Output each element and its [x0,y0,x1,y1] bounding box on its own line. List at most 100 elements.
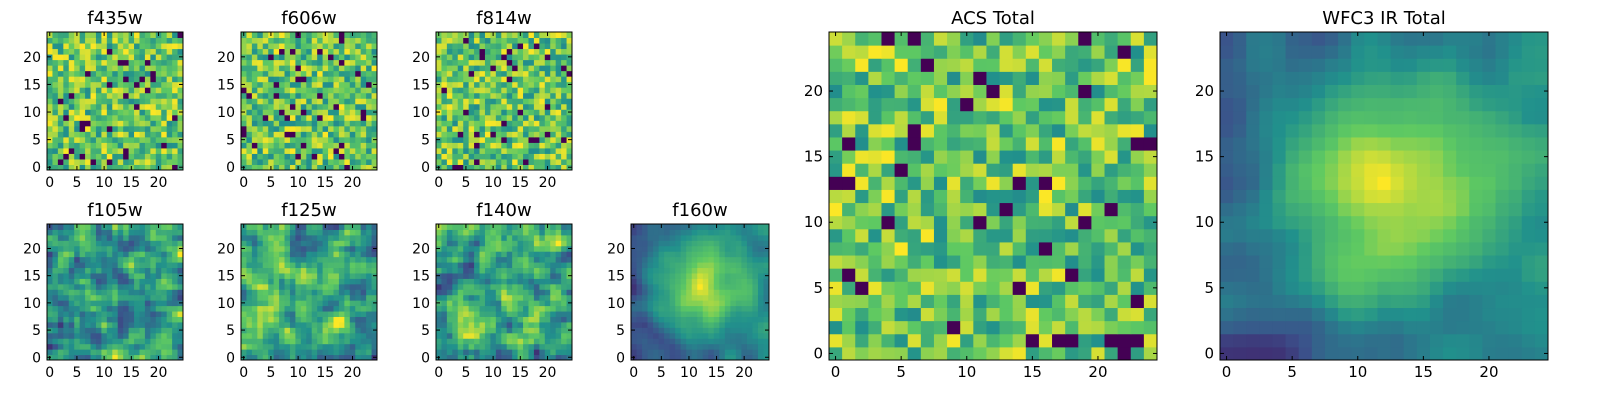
heatmap-cell [284,272,291,279]
heatmap-cell [452,321,459,328]
heatmap-cell [441,81,448,88]
heatmap-cell [544,59,551,66]
heatmap-cell [730,305,737,312]
heatmap-cell [544,289,551,296]
heatmap-cell [463,305,470,312]
heatmap-cell [1025,320,1040,335]
heatmap-cell [730,278,737,285]
heatmap-cell [344,158,351,165]
heatmap-cell [484,354,491,361]
heatmap-cell [501,37,508,44]
heatmap-cell [268,103,275,110]
heatmap-cell [349,267,356,274]
heatmap-cell [523,240,529,247]
heatmap-cell [349,87,356,94]
heatmap-cell [246,224,253,230]
heatmap-cell [512,81,519,88]
heatmap-cell [550,136,557,143]
heatmap-cell [134,283,140,290]
heatmap-cell [894,163,909,177]
heatmap-cell [338,59,345,66]
heatmap-cell [279,262,286,269]
heatmap-cell [101,70,108,77]
heatmap-cell [306,147,313,154]
heatmap-cell [512,114,519,121]
heatmap-cell [101,54,108,61]
heatmap-cell [1052,176,1066,190]
heatmap-cell [479,147,486,154]
y-tick-label: 15 [217,269,235,285]
heatmap-cell [829,163,843,177]
heatmap-cell [52,142,59,149]
heatmap-cell [68,321,75,328]
heatmap-cell [920,189,935,204]
x-tick-label: 20 [150,365,168,381]
heatmap-cell [636,294,643,301]
heatmap-cell [63,354,70,361]
heatmap-cell [328,354,334,361]
heatmap-cell [446,289,453,296]
heatmap-cell [241,338,247,345]
heatmap-cell [134,43,140,50]
heatmap-cell [123,131,130,138]
heatmap-cell [907,307,922,322]
heatmap-cell [166,349,173,356]
heatmap-cell [675,251,682,258]
heatmap-cell [713,283,720,290]
heatmap-cell [112,70,119,77]
heatmap-cell [561,81,568,88]
heatmap-cell [1130,163,1145,177]
heatmap-cell [468,338,475,345]
heatmap-cell [986,346,1001,361]
heatmap-cell [512,343,519,350]
heatmap-cell [79,164,86,171]
heatmap-cell [653,224,660,230]
heatmap-cell [268,316,275,323]
heatmap-cell [664,332,671,339]
heatmap-cell [68,125,75,132]
heatmap-cell [490,98,497,105]
heatmap-cell [57,48,64,55]
heatmap-cell [517,327,524,334]
heatmap-cell [371,32,378,39]
heatmap-cell [647,251,654,258]
heatmap-cell [555,142,562,149]
heatmap-cell [555,294,562,301]
heatmap-cell [360,158,367,165]
heatmap-cell [328,92,334,99]
heatmap-cell [528,234,535,241]
heatmap-cell [528,65,535,72]
heatmap-cell [246,234,253,241]
heatmap-cell [295,136,302,143]
heatmap-cell [555,229,562,236]
heatmap-cell [544,54,551,61]
heatmap-cell [311,65,318,72]
heatmap-cell [123,43,130,50]
heatmap-cell [150,65,157,72]
heatmap-cell [746,262,753,269]
heatmap-cell [344,125,351,132]
heatmap-cell [664,354,671,361]
heatmap-cell [490,147,497,154]
heatmap-cell [708,349,715,356]
heatmap-cell [63,327,70,334]
heatmap-cell [501,76,508,83]
heatmap-cell [273,136,280,143]
heatmap-cell [907,176,922,190]
heatmap-cell [349,283,356,290]
heatmap-cell [457,142,464,149]
heatmap-cell [894,320,909,335]
heatmap-cell [128,120,135,127]
heatmap-cell [349,76,356,83]
heatmap-cell [155,114,162,121]
heatmap-cell [680,256,687,263]
heatmap-cell [829,346,843,361]
heatmap-cell [550,43,557,50]
heatmap-cell [68,103,75,110]
heatmap-cell [1078,333,1092,348]
heatmap-cell [544,349,551,356]
heatmap-cell [436,120,442,127]
panel-title: f435w [87,8,142,29]
heatmap-cell [533,103,540,110]
heatmap-cell [106,153,113,160]
